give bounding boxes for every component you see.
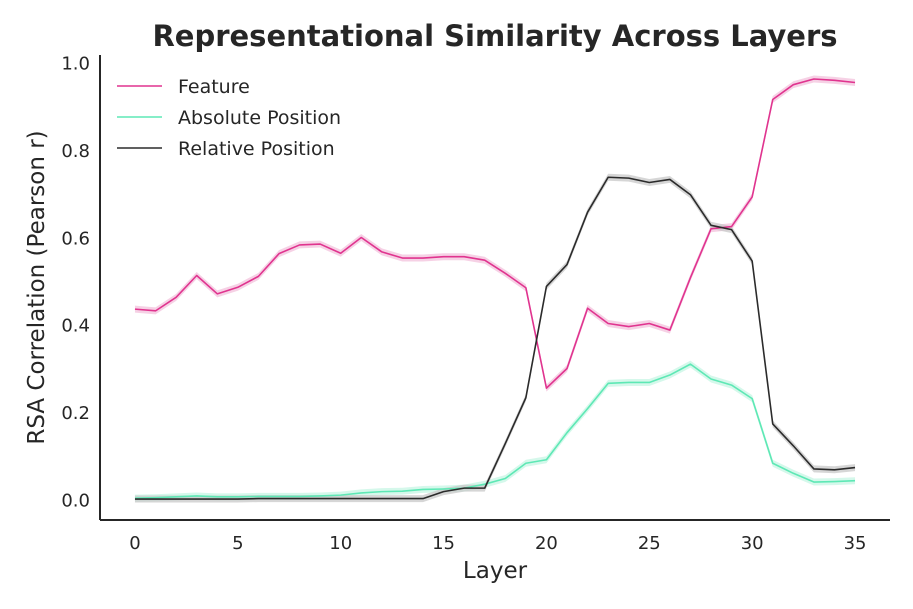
x-tick-label: 25 xyxy=(638,533,661,554)
y-tick-label: 0.6 xyxy=(61,228,90,249)
absolute-position-confidence-band xyxy=(134,360,856,502)
relative-position-confidence-band xyxy=(134,173,856,503)
x-tick-label: 20 xyxy=(535,533,558,554)
legend-label-relative-position: Relative Position xyxy=(178,138,335,160)
axes xyxy=(99,55,890,521)
relative-position-series-line xyxy=(134,176,856,500)
x-tick-label: 10 xyxy=(329,533,352,554)
y-tick-label: 1.0 xyxy=(61,54,90,75)
y-tick-label: 0.8 xyxy=(61,141,90,162)
y-tick-label: 0.4 xyxy=(61,316,90,337)
x-tick-label: 15 xyxy=(432,533,455,554)
y-tick-label: 0.2 xyxy=(61,403,90,424)
chart-title: Representational Similarity Across Layer… xyxy=(152,19,837,53)
x-tick-label: 30 xyxy=(741,533,764,554)
legend-label-absolute-position: Absolute Position xyxy=(178,107,341,129)
y-axis-label: RSA Correlation (Pearson r) xyxy=(24,130,50,444)
feature-series-line xyxy=(134,78,856,389)
absolute-position-series-line xyxy=(134,363,856,499)
x-tick-label: 0 xyxy=(129,533,140,554)
x-tick-label: 35 xyxy=(844,533,867,554)
series-lines xyxy=(134,78,856,500)
tick-marks: 0 5 10 15 20 25 30 35 0.0 0.2 0.4 0.6 0.8 1.0 xyxy=(61,54,866,554)
x-axis-label: Layer xyxy=(463,558,528,584)
x-tick-label: 5 xyxy=(232,533,243,554)
y-tick-label: 0.0 xyxy=(61,490,90,511)
legend-label-feature: Feature xyxy=(178,76,250,98)
legend: Feature Absolute Position Relative Positio… xyxy=(117,76,341,160)
